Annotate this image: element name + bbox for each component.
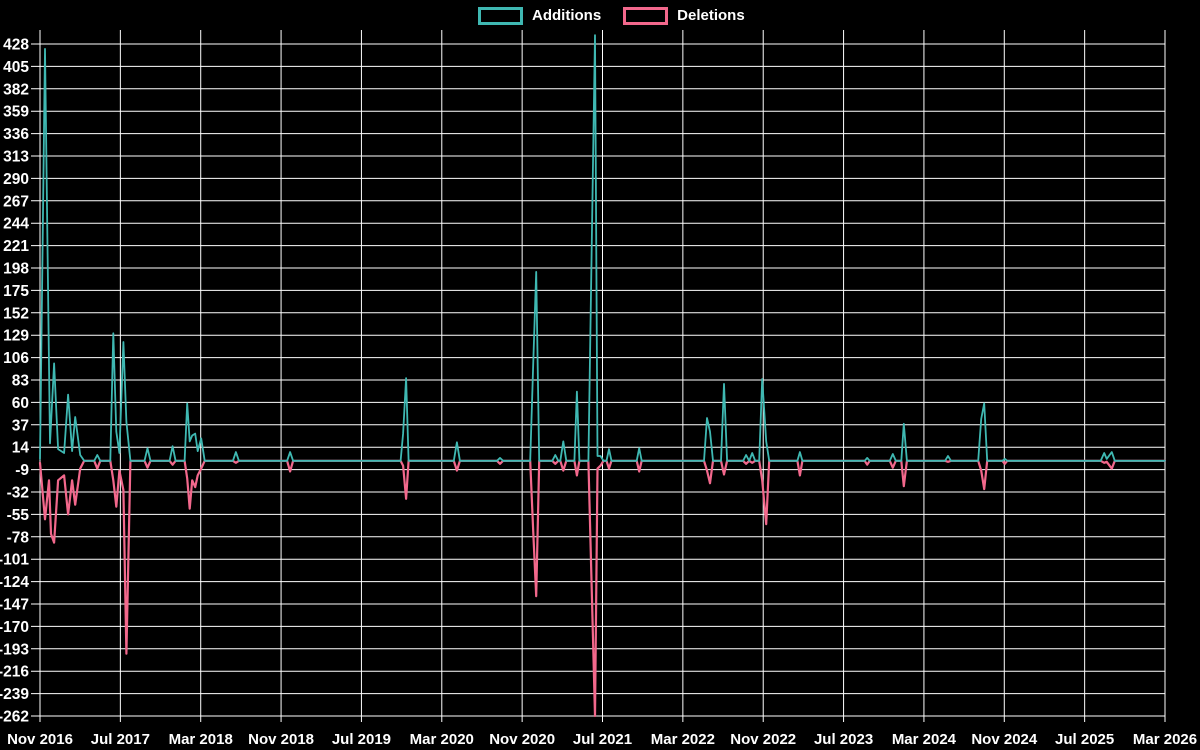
x-tick-label: Jul 2021 xyxy=(573,731,632,748)
legend-item-deletions[interactable]: Deletions xyxy=(623,7,745,25)
deletions-line xyxy=(38,459,1167,718)
x-tick-label: Mar 2026 xyxy=(1133,731,1197,748)
y-tick-label: 428 xyxy=(3,37,29,54)
y-tick-label: -55 xyxy=(7,507,30,524)
x-tick-label: Jul 2025 xyxy=(1055,731,1114,748)
vertical-gridlines xyxy=(39,30,1166,722)
x-tick-label: Jul 2017 xyxy=(91,731,150,748)
x-tick-label: Mar 2022 xyxy=(651,731,715,748)
y-tick-label: 221 xyxy=(3,238,29,255)
y-tick-label: 267 xyxy=(3,193,29,210)
additions-line xyxy=(39,34,1166,462)
x-axis-tick-labels: Nov 2016 Jul 2017 Mar 2018 Nov 2018 Jul 2019… xyxy=(7,731,1197,748)
x-tick-label: Mar 2020 xyxy=(410,731,474,748)
y-tick-label: 198 xyxy=(3,261,29,278)
y-tick-label: 336 xyxy=(3,126,29,143)
y-tick-label: 313 xyxy=(3,149,29,166)
x-tick-label: Nov 2016 xyxy=(7,731,73,748)
series-lines xyxy=(38,34,1167,718)
y-tick-label: 106 xyxy=(3,350,29,367)
x-tick-label: Mar 2018 xyxy=(169,731,233,748)
legend-item-additions[interactable]: Additions xyxy=(478,7,601,25)
x-tick-label: Nov 2024 xyxy=(971,731,1038,748)
y-tick-label: -124 xyxy=(0,574,29,591)
y-tick-label: -239 xyxy=(0,686,29,703)
y-tick-label: 359 xyxy=(3,104,29,121)
y-tick-label: -262 xyxy=(0,709,29,726)
y-tick-label: 83 xyxy=(12,373,30,390)
x-tick-label: Nov 2022 xyxy=(730,731,796,748)
y-tick-label: -147 xyxy=(0,597,29,614)
y-tick-label: -170 xyxy=(0,619,29,636)
y-tick-label: 382 xyxy=(3,81,29,98)
x-tick-label: Jul 2023 xyxy=(814,731,873,748)
y-tick-label: 290 xyxy=(3,171,29,188)
y-tick-label: -32 xyxy=(7,485,29,502)
y-tick-label: -101 xyxy=(0,552,29,569)
y-tick-label: 129 xyxy=(3,328,29,345)
y-tick-label: 14 xyxy=(12,440,30,457)
chart-legend: Additions Deletions xyxy=(478,7,745,25)
y-tick-label: 37 xyxy=(12,417,29,434)
y-tick-label: 405 xyxy=(3,59,29,76)
y-tick-label: 175 xyxy=(3,283,29,300)
deletions-swatch-icon xyxy=(623,7,669,25)
additions-swatch-icon xyxy=(478,7,523,25)
deletions-legend-label: Deletions xyxy=(677,7,745,24)
y-tick-label: 152 xyxy=(3,305,29,322)
x-tick-label: Mar 2024 xyxy=(892,731,957,748)
y-tick-label: -9 xyxy=(15,462,29,479)
y-tick-label: -193 xyxy=(0,641,29,658)
additions-legend-label: Additions xyxy=(532,7,602,24)
y-tick-label: 60 xyxy=(12,395,29,412)
x-tick-label: Nov 2020 xyxy=(489,731,555,748)
y-tick-label: -216 xyxy=(0,664,29,681)
y-tick-label: 244 xyxy=(3,216,29,233)
x-tick-label: Nov 2018 xyxy=(248,731,314,748)
y-axis-tick-labels: 428 405 382 359 336 313 290 267 244 221 198 175 152 1… xyxy=(0,37,29,726)
x-tick-label: Jul 2019 xyxy=(332,731,391,748)
y-tick-label: -78 xyxy=(7,529,30,546)
